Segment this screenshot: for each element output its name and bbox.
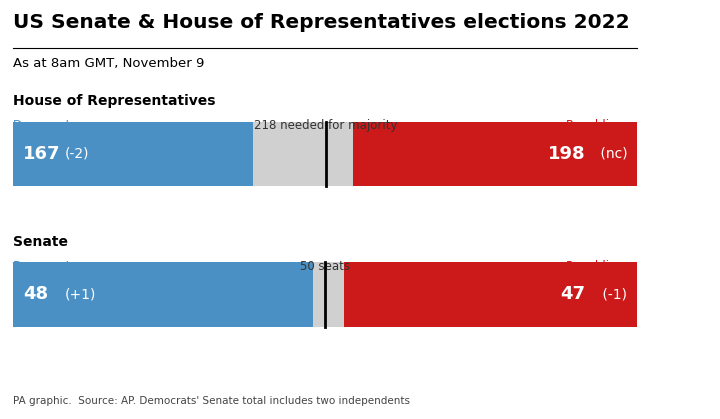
Text: PA graphic.  Source: AP. Democrats' Senate total includes two independents: PA graphic. Source: AP. Democrats' Senat… [13, 396, 410, 406]
Text: Senate: Senate [13, 235, 68, 248]
Bar [253, 122, 353, 186]
Bar [312, 262, 344, 327]
Text: US Senate & House of Representatives elections 2022: US Senate & House of Representatives ele… [13, 13, 629, 31]
Text: Republicans: Republicans [566, 260, 637, 273]
Text: Republicans: Republicans [566, 119, 637, 132]
Text: 198: 198 [548, 145, 585, 163]
Text: (-1): (-1) [598, 287, 627, 301]
Text: 218 needed for majority: 218 needed for majority [254, 119, 397, 132]
Text: (nc): (nc) [596, 147, 627, 161]
Text: 48: 48 [23, 285, 48, 303]
Bar [13, 262, 312, 327]
Text: 167: 167 [23, 145, 60, 163]
Bar [353, 122, 637, 186]
Text: (-2): (-2) [65, 147, 89, 161]
Text: House of Representatives: House of Representatives [13, 94, 215, 108]
Text: 47: 47 [560, 285, 585, 303]
Text: (+1): (+1) [65, 287, 96, 301]
Text: Democrats: Democrats [13, 260, 78, 273]
Bar [344, 262, 637, 327]
Text: As at 8am GMT, November 9: As at 8am GMT, November 9 [13, 57, 204, 70]
Text: Democrats: Democrats [13, 119, 78, 132]
Bar [13, 122, 253, 186]
Text: 50 seats: 50 seats [300, 260, 350, 273]
